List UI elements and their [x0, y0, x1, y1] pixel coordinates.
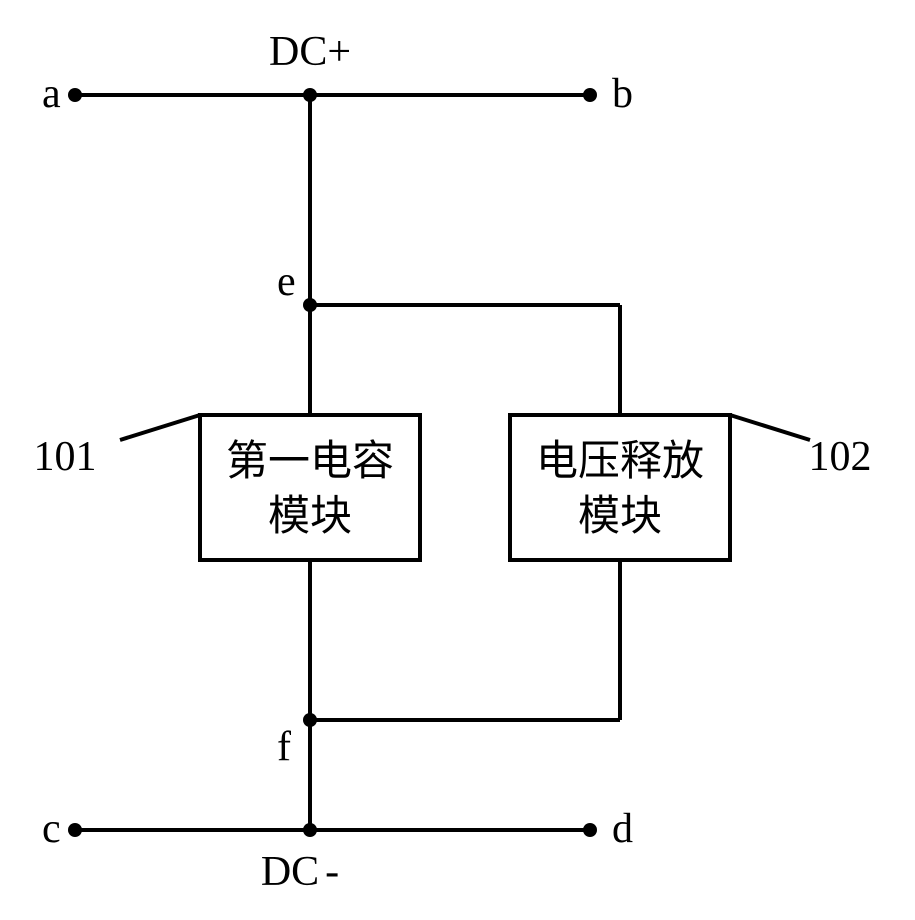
circuit-diagram: 第一电容 模块 电压释放 模块 101 102 a b c d e f DC+ …	[0, 0, 915, 920]
box-first-capacitor-line2: 模块	[268, 494, 352, 540]
leader-102	[730, 415, 810, 440]
node-b-dot	[583, 88, 597, 102]
node-c-dot	[68, 823, 82, 837]
node-a-label: a	[42, 71, 61, 117]
node-topmid-dot	[303, 88, 317, 102]
box-first-capacitor-line1: 第一电容	[226, 438, 394, 485]
dc-plus-label: DC+	[269, 29, 351, 75]
box-voltage-release-line2: 模块	[578, 494, 662, 540]
node-d-dot	[583, 823, 597, 837]
node-botmid-dot	[303, 823, 317, 837]
node-e-dot	[303, 298, 317, 312]
node-f-label: f	[277, 724, 291, 770]
node-e-label: e	[277, 259, 296, 305]
leader-101	[120, 415, 200, 440]
dc-minus-label: DC-	[261, 849, 339, 895]
node-b-label: b	[612, 71, 633, 117]
node-d-label: d	[612, 806, 633, 852]
box-voltage-release-line1: 电压释放	[536, 439, 704, 485]
ref-101: 101	[34, 434, 97, 480]
ref-102: 102	[809, 434, 872, 480]
node-c-label: c	[42, 806, 61, 852]
node-a-dot	[68, 88, 82, 102]
node-f-dot	[303, 713, 317, 727]
